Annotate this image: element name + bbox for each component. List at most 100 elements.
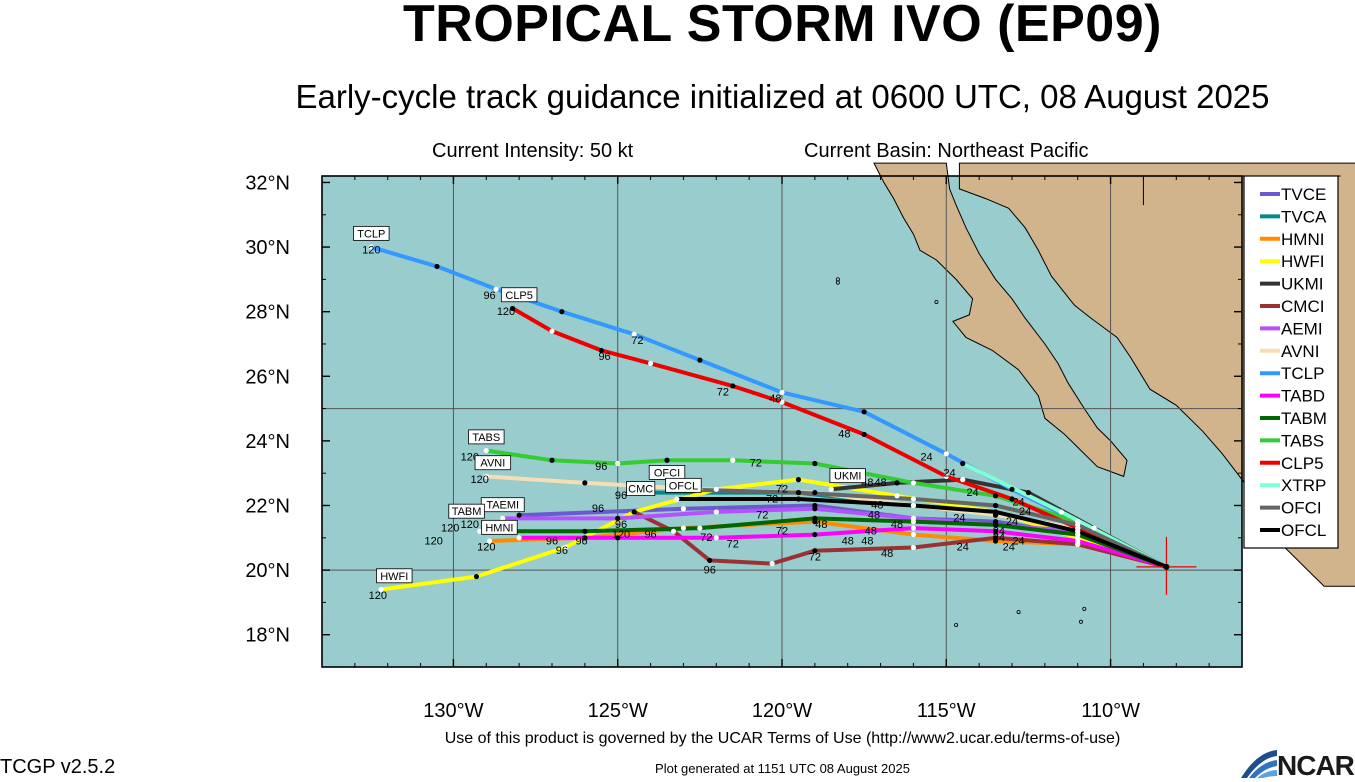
- forecast-hour-label: 120: [497, 306, 515, 318]
- forecast-hour-label: 120: [461, 451, 479, 463]
- track-point: [812, 489, 818, 496]
- forecast-hour-label: 72: [727, 538, 739, 550]
- track-point: [1075, 522, 1081, 528]
- model-label-box: [448, 503, 485, 519]
- track-point: [483, 473, 489, 480]
- track-point: [434, 263, 440, 270]
- forecast-hour-label: 24: [993, 526, 1005, 538]
- ncar-logo-text: NCAR: [1277, 750, 1355, 781]
- track-point: [992, 535, 999, 541]
- track-point: [795, 477, 802, 483]
- island: [954, 623, 959, 628]
- track-point: [943, 451, 949, 457]
- track-point: [1009, 486, 1015, 492]
- forecast-hour-label: 120: [477, 542, 495, 554]
- track-point: [615, 460, 621, 467]
- legend-entry-cmci: CMCI: [1281, 297, 1324, 316]
- track-tabm: [479, 516, 1168, 569]
- track-point: [992, 522, 999, 528]
- track-point: [992, 509, 999, 515]
- model-label: CMC: [628, 484, 653, 496]
- model-label-box: [626, 481, 656, 496]
- track-point: [992, 502, 999, 509]
- track-point: [730, 383, 736, 389]
- model-label: TABM: [452, 506, 482, 518]
- track-point: [943, 473, 949, 480]
- forecast-hour-label: 48: [842, 535, 854, 547]
- forecast-hour-label: 48: [881, 548, 893, 560]
- track-point: [549, 328, 555, 334]
- terms-of-use: Use of this product is governed by the U…: [444, 730, 1121, 747]
- track-point: [910, 502, 917, 509]
- y-tick-label: 18°N: [245, 625, 290, 647]
- model-label: TABS: [472, 432, 500, 444]
- forecast-hour-label: 120: [441, 522, 459, 534]
- track-point: [697, 525, 703, 531]
- forecast-hour-label: 120: [425, 535, 443, 547]
- track-point: [477, 528, 483, 534]
- track-point: [559, 309, 565, 315]
- track-point: [378, 586, 384, 593]
- forecast-hour-label: 48: [871, 500, 883, 512]
- forecast-hour-label: 120: [362, 245, 380, 257]
- track-point: [615, 515, 621, 522]
- track-point: [894, 480, 900, 486]
- current-intensity: Current Intensity: 50 kt: [432, 140, 634, 162]
- forecast-hour-label: 96: [546, 535, 558, 547]
- track-point: [664, 457, 670, 463]
- track-point: [861, 409, 867, 415]
- forecast-hour-label: 48: [838, 429, 850, 441]
- forecast-hour-label: 96: [556, 545, 568, 557]
- island: [1079, 619, 1084, 624]
- model-label-box: [353, 225, 390, 241]
- track-point: [769, 561, 775, 567]
- forecast-hour-label: 96: [615, 490, 627, 502]
- x-tick-label: 130°W: [423, 700, 483, 722]
- track-point: [779, 389, 785, 396]
- forecast-hour-label: 48: [868, 509, 880, 521]
- forecast-hour-label: 96: [483, 290, 495, 302]
- track-point: [894, 493, 900, 499]
- ncar-logo-icon: [1241, 750, 1277, 778]
- model-label-box: [474, 455, 512, 471]
- model-label-box: [481, 519, 518, 535]
- forecast-hour-label: 24: [1019, 506, 1031, 518]
- forecast-hour-label: 24: [966, 487, 978, 499]
- track-point: [828, 486, 834, 492]
- forecast-hour-label: 72: [700, 532, 712, 544]
- track-point: [670, 528, 677, 534]
- track-point: [631, 331, 637, 337]
- legend-entry-tabd: TABD: [1281, 387, 1325, 406]
- forecast-hour-label: 120: [612, 529, 630, 541]
- track-point: [1058, 509, 1064, 515]
- track-point: [713, 509, 719, 515]
- track-ofcl: [676, 497, 1168, 569]
- version-label: TCGP v2.5.2: [0, 756, 116, 778]
- forecast-hour-label: 24: [920, 451, 932, 463]
- forecast-hour-label: 48: [815, 519, 827, 531]
- island: [835, 280, 840, 285]
- track-avni: [486, 474, 1168, 569]
- track-point: [795, 496, 802, 502]
- model-label-box: [665, 477, 702, 493]
- island: [1082, 606, 1087, 611]
- forecast-hour-label: 120: [471, 474, 489, 486]
- forecast-hour-label: 24: [1003, 542, 1015, 554]
- track-point: [368, 244, 374, 250]
- track-point: [992, 528, 999, 534]
- track-point: [582, 535, 588, 541]
- track-point: [680, 506, 687, 512]
- legend-entry-aemi: AEMI: [1281, 319, 1323, 338]
- forecast-hour-label: 96: [575, 535, 587, 547]
- track-point: [674, 496, 680, 502]
- model-label: OFCL: [669, 480, 698, 492]
- model-label: TAEMI: [486, 500, 519, 512]
- model-label-box: [376, 568, 413, 584]
- track-point: [910, 531, 917, 538]
- track-ofci: [673, 487, 1168, 569]
- track-point: [812, 515, 818, 522]
- forecast-hour-label: 96: [704, 564, 716, 576]
- track-point: [812, 548, 818, 554]
- track-point: [1009, 496, 1015, 502]
- forecast-hour-label: 96: [592, 503, 604, 515]
